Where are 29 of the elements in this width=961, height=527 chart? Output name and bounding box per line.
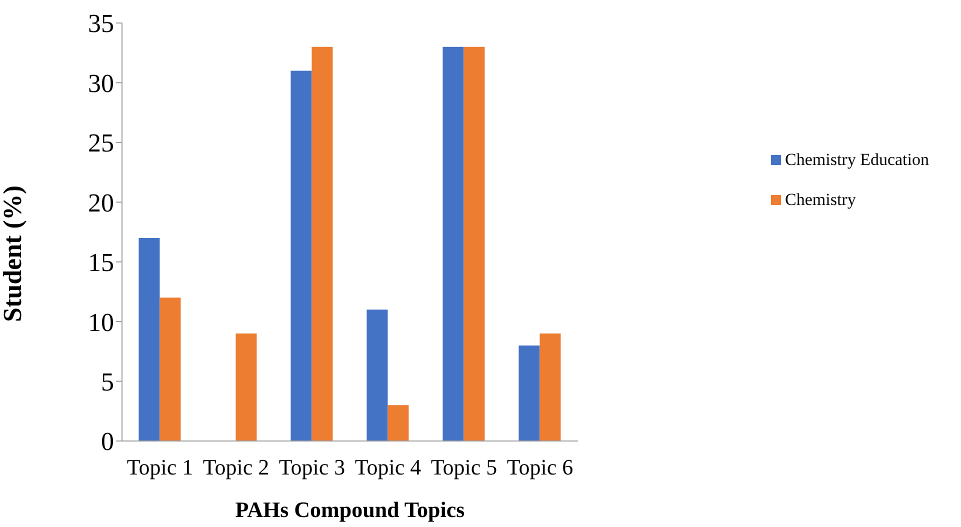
bar — [442, 46, 464, 441]
bar — [312, 46, 333, 441]
x-tick-label: Topic 1 — [126, 454, 194, 480]
y-tick-label: 35 — [88, 9, 114, 38]
bar — [540, 334, 561, 441]
y-tick-label: 5 — [101, 368, 114, 397]
bar — [388, 405, 409, 441]
x-tick-label: Topic 3 — [278, 454, 346, 480]
y-axis-title: Student (%) — [0, 185, 28, 322]
legend-label: Chemistry Education — [785, 150, 930, 170]
y-tick-label: 0 — [101, 427, 114, 456]
y-tick-label: 25 — [88, 128, 114, 158]
y-tick-label: 10 — [88, 308, 114, 337]
x-axis-title: PAHs Compound Topics — [235, 497, 466, 522]
y-tick-label: 20 — [88, 188, 114, 218]
x-tick-label: Topic 4 — [354, 454, 422, 480]
bar — [366, 310, 388, 441]
legend-label: Chemistry — [785, 190, 856, 210]
bar — [290, 70, 312, 441]
x-tick-label: Topic 5 — [430, 454, 498, 480]
y-tick-label: 30 — [88, 68, 114, 98]
x-tick-label: Topic 2 — [202, 454, 270, 480]
y-tick-label: 15 — [88, 248, 114, 278]
bar — [236, 334, 257, 441]
bar — [138, 238, 160, 441]
bar — [518, 345, 540, 441]
bar — [464, 46, 485, 441]
x-tick-label: Topic 6 — [506, 454, 574, 480]
bar — [160, 298, 181, 441]
